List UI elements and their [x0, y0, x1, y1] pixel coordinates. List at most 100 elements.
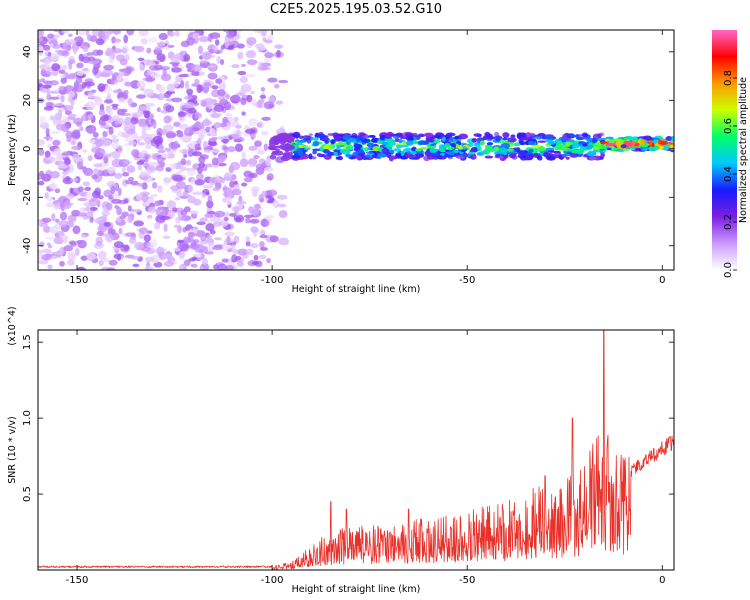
spectrogram-cell: [197, 166, 203, 174]
spectrogram-cell: [58, 248, 64, 255]
spectrogram-cell: [201, 257, 209, 266]
spectrogram-cell: [536, 155, 543, 161]
spectrogram-cell: [39, 30, 45, 37]
spectrogram-cell: [101, 257, 110, 263]
spectrogram-cell: [257, 121, 264, 129]
spectrogram-cell: [102, 30, 110, 39]
spectrogram-cell: [204, 82, 212, 87]
spectrogram-cell: [128, 236, 137, 245]
spectrogram-cell: [207, 243, 215, 253]
spectrogram-cell: [224, 231, 235, 237]
spectrogram-cell: [191, 70, 200, 77]
spectrogram-cell: [507, 137, 517, 143]
spectrogram-cell: [518, 150, 529, 155]
spectrogram-cell: [104, 153, 112, 158]
spectrogram-cell: [188, 184, 194, 193]
spectrogram-cell: [158, 32, 168, 41]
spectrogram-cell: [159, 251, 167, 261]
spectrogram-cell: [174, 197, 181, 201]
spectrogram-cell: [133, 220, 144, 227]
spectrogram-cell: [205, 223, 215, 232]
spectrogram-cell: [82, 166, 88, 174]
spectrogram-cell: [278, 79, 289, 84]
spectrogram-cell: [183, 154, 188, 158]
spectrogram-cell: [126, 165, 136, 173]
spectrogram-cell: [152, 239, 157, 248]
spectrogram-cell: [160, 129, 168, 136]
spectrogram-cell: [651, 146, 660, 151]
spectrogram-cell: [264, 52, 274, 58]
spectrogram-cell: [59, 260, 65, 267]
spectrogram-cell: [73, 83, 84, 93]
spectrogram-cell: [250, 186, 260, 193]
spectrogram-cell: [479, 140, 485, 146]
spectrogram-cell: [200, 99, 207, 105]
spectrogram-cell: [86, 252, 97, 260]
spectrogram-cell: [112, 105, 118, 110]
colorbar-tick-label: 0.2: [723, 214, 734, 230]
spectrogram-cell: [233, 139, 243, 143]
spectrogram-cell: [70, 141, 77, 146]
spectrogram-cell: [237, 248, 249, 256]
spectrogram-cell: [467, 151, 476, 155]
spectrogram-cell: [251, 261, 260, 265]
spectrogram-cell: [47, 264, 53, 269]
spectrogram-cell: [659, 140, 669, 145]
spectrogram-cell: [174, 30, 180, 37]
spectrogram-cell: [103, 189, 113, 198]
spectrogram-cell: [145, 76, 153, 83]
spectrogram-cell: [38, 219, 43, 225]
spectrogram-cell: [158, 144, 165, 152]
spectrogram-cell: [119, 215, 126, 220]
spectrogram-cell: [146, 47, 152, 54]
spectrogram-cell: [176, 190, 183, 198]
spectrogram-cell: [625, 141, 634, 146]
spectrogram-cell: [49, 96, 60, 100]
spectrogram-cell: [207, 72, 218, 80]
spectrogram-cell: [54, 112, 63, 121]
spectrogram-cell: [42, 248, 52, 254]
spectrogram-cell: [253, 254, 259, 261]
spectrogram-cell: [224, 187, 232, 193]
spectrogram-cell: [178, 123, 189, 130]
spectrogram-cell: [87, 155, 93, 162]
spectrogram-cell: [263, 101, 275, 110]
spectrogram-cell: [113, 38, 122, 43]
spectrogram-cell: [278, 210, 288, 219]
spectrogram-cell: [86, 212, 91, 217]
spectrogram-cell: [105, 202, 113, 210]
spectrogram-cell: [472, 156, 477, 159]
spectrogram-cell: [51, 63, 61, 72]
spectrogram-cell: [49, 225, 59, 234]
spectrogram-cell: [486, 142, 494, 146]
spectrogram-cell: [261, 62, 272, 67]
spectrogram-cell: [165, 105, 175, 113]
spectrogram-cell: [146, 214, 153, 219]
spectrogram-cell: [207, 64, 216, 69]
spectrogram-cell: [76, 30, 87, 36]
colorbar-ticks: 0.0 0.2 0.4 0.6 0.8: [723, 70, 737, 278]
spectrogram-cell: [132, 209, 142, 213]
spectrogram-cell: [381, 148, 390, 154]
spectrogram-cell: [156, 156, 164, 164]
spectrogram-cell: [46, 242, 51, 246]
spectrogram-cell: [243, 214, 255, 218]
spectrogram-cell: [269, 154, 277, 160]
spectrogram-cell: [214, 237, 222, 241]
spectrogram-cell: [164, 253, 173, 259]
spectrogram-cell: [169, 163, 177, 170]
spectrogram-cell: [513, 142, 521, 147]
spectrogram-cell: [182, 151, 188, 156]
spectrogram-cell: [38, 148, 45, 156]
spectrogram-cell: [263, 143, 268, 152]
snr-x-tick-label: -100: [261, 575, 284, 586]
spectrogram-cell: [212, 148, 221, 154]
spectrogram-cell: [88, 197, 100, 207]
spectrogram-cell: [366, 142, 376, 148]
spectrogram-cell: [271, 150, 280, 154]
spectrogram-cell: [143, 234, 152, 242]
spectrogram-cell: [52, 89, 60, 93]
spectrogram-cell: [200, 234, 207, 242]
spectrogram-cell: [101, 68, 113, 77]
spectrogram-cell: [70, 178, 79, 182]
